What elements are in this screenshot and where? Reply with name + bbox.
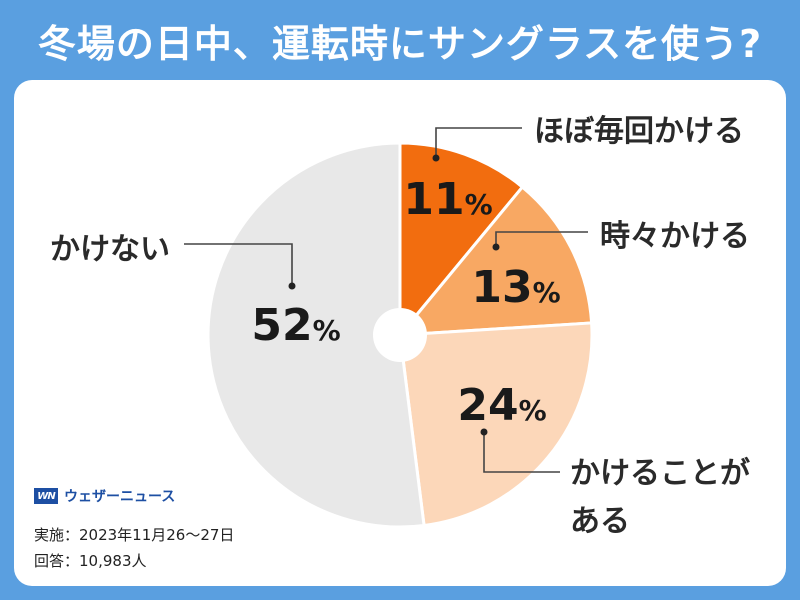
leader-dot (492, 243, 500, 251)
chart-title: 冬場の日中、運転時にサングラスを使う? (37, 21, 763, 66)
category-label: 時々かける (600, 219, 750, 254)
leader-dot (432, 154, 440, 162)
leader-dot (480, 428, 488, 436)
leader-line (483, 432, 560, 473)
leader-line (435, 127, 522, 158)
weathernews-logo: WN ウェザーニュース (34, 486, 175, 506)
category-label: ある (570, 504, 630, 539)
leader-line (184, 243, 293, 286)
leader-line (495, 231, 588, 247)
survey-date: 実施：2023年11月26～27日 (34, 526, 235, 544)
category-label: ほぼ毎回かける (534, 114, 744, 149)
respondent-count: 回答：10,983人 (34, 552, 147, 570)
pie-slice (396, 184, 594, 337)
pie-slice (398, 321, 594, 528)
data-label: 11% (403, 174, 492, 225)
data-label: 13% (471, 262, 560, 313)
title-bar: 冬場の日中、運転時にサングラスを使う? (0, 0, 800, 80)
logo-mark-icon: WN (34, 488, 58, 504)
logo-text: ウェザーニュース (64, 489, 176, 505)
category-label: かけない (50, 232, 170, 267)
pie-slice (398, 141, 525, 340)
data-label: 24% (457, 380, 546, 431)
data-label: 52% (251, 300, 340, 351)
category-label: かけることが (570, 456, 750, 491)
pie-slice (206, 141, 426, 529)
leader-dot (288, 282, 296, 290)
pie-center-hole (373, 308, 427, 362)
